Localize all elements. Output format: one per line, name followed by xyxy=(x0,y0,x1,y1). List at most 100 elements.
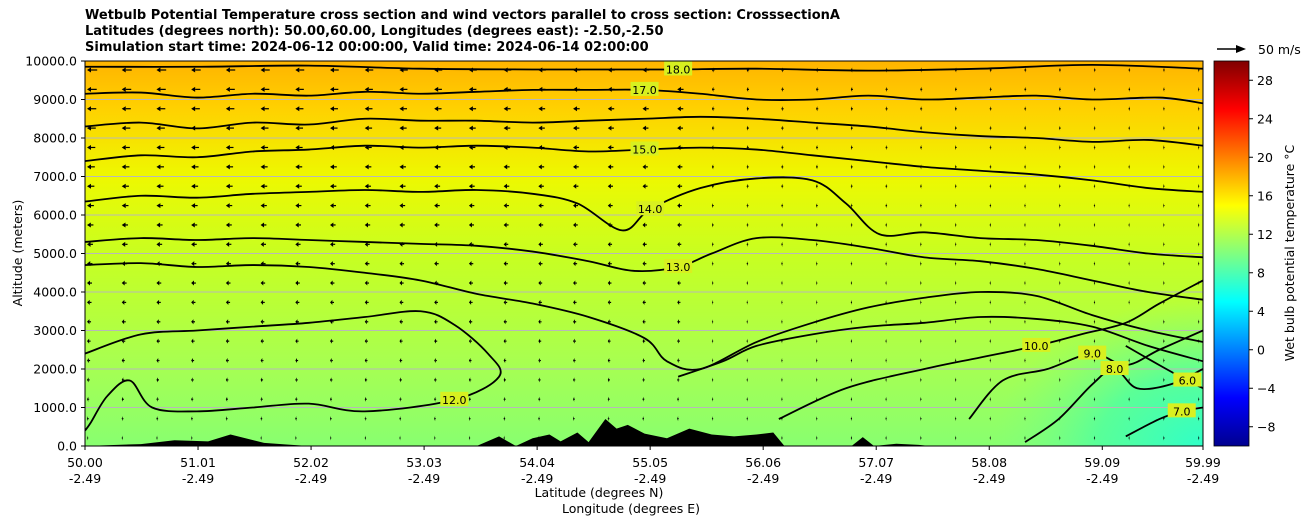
wind-vector-arrow xyxy=(121,67,126,73)
wind-vector-arrow xyxy=(746,416,748,422)
wind-vector-arrow xyxy=(989,106,991,112)
wind-vector-arrow xyxy=(468,106,473,112)
wind-vector-arrow xyxy=(573,358,575,364)
contour-label: 13.0 xyxy=(666,261,691,274)
wind-vector-arrow xyxy=(989,299,991,305)
wind-vector-arrow xyxy=(781,144,783,150)
wind-vector-arrow xyxy=(885,435,887,441)
wind-vector-arrow xyxy=(87,358,89,364)
wind-vector-arrow xyxy=(468,416,470,422)
wind-vector-arrow xyxy=(989,144,991,150)
wind-vector-arrow xyxy=(1093,416,1095,422)
wind-vector-arrow xyxy=(816,377,817,383)
wind-vector-arrow xyxy=(1128,416,1130,422)
contour-label-bg xyxy=(636,201,665,216)
wind-vector-arrow xyxy=(538,280,541,286)
wind-vector-arrow xyxy=(816,222,818,228)
wind-vector-arrow xyxy=(781,280,783,286)
wind-vector-arrow xyxy=(1163,241,1165,247)
wind-vector-arrow xyxy=(1128,377,1130,383)
wind-vector-arrow xyxy=(954,261,956,267)
wind-vector-arrow xyxy=(1163,261,1165,267)
wind-vector-arrow xyxy=(295,106,300,112)
colorbar-gradient xyxy=(1213,60,1250,447)
wind-vector-arrow xyxy=(781,299,783,305)
wind-vector-arrow xyxy=(538,358,540,364)
wind-vector-arrow xyxy=(711,338,713,344)
wind-vector-arrow xyxy=(850,416,852,422)
wind-vector-arrow xyxy=(1198,396,1199,402)
wind-vector-arrow xyxy=(642,125,647,131)
wind-vector-arrow xyxy=(503,164,508,170)
y-tick-label: 7000.0 xyxy=(33,169,77,184)
wind-vector-arrow xyxy=(954,377,956,383)
wind-vector-arrow xyxy=(573,125,577,131)
wind-vector-arrow xyxy=(295,183,300,189)
wind-vector-arrow xyxy=(538,338,541,344)
wind-vector-arrow xyxy=(295,358,298,364)
chart-title-line-1: Wetbulb Potential Temperature cross sect… xyxy=(85,8,840,23)
wind-vector-arrow xyxy=(1093,435,1095,441)
wind-vector-arrow xyxy=(711,299,713,305)
wind-vector-arrow xyxy=(1059,164,1060,170)
wind-vector-arrow xyxy=(295,67,300,73)
colorbar-tick-label: 16 xyxy=(1257,188,1273,203)
wind-vector-arrow xyxy=(295,222,299,228)
wind-vector-arrow xyxy=(989,86,991,92)
x-tick-label-longitude: -2.49 xyxy=(182,471,214,486)
wind-vector-arrow xyxy=(1163,144,1165,150)
wind-vector-arrow xyxy=(225,86,230,92)
wind-vector-arrow xyxy=(677,106,681,112)
wind-vector-arrow xyxy=(1128,67,1130,73)
wind-vector-arrow xyxy=(1128,125,1130,131)
wind-vector-arrow xyxy=(781,358,783,364)
wind-vector-arrow xyxy=(225,299,229,305)
x-tick-label-latitude: 57.07 xyxy=(858,455,894,470)
wind-vector-arrow xyxy=(156,377,158,383)
wind-vector-arrow xyxy=(885,241,887,247)
wind-vector-arrow xyxy=(468,280,472,286)
wind-vector-arrow xyxy=(434,183,438,189)
wind-vector-arrow xyxy=(850,106,853,112)
wind-vector-arrow xyxy=(1163,338,1165,344)
wind-vector-arrow xyxy=(503,203,507,209)
wind-vector-arrow xyxy=(434,222,438,228)
wind-vector-arrow xyxy=(156,125,161,131)
wind-vector-arrow xyxy=(573,203,577,209)
wind-vector-arrow xyxy=(850,203,852,209)
wind-vector-arrow xyxy=(920,396,921,402)
contour-label-bg xyxy=(630,141,659,156)
wind-vector-arrow xyxy=(781,261,783,267)
wind-vector-arrow xyxy=(885,377,887,383)
wind-vector-arrow xyxy=(295,377,297,383)
wind-vector-arrow xyxy=(330,106,335,112)
wind-vector-arrow xyxy=(468,396,471,402)
wind-vector-arrow xyxy=(121,396,123,402)
wind-vector-arrow xyxy=(503,106,508,112)
wind-vector-arrow xyxy=(503,183,508,189)
wind-vector-arrow xyxy=(191,416,193,422)
wind-vector-arrow xyxy=(989,241,991,247)
wind-vector-arrow xyxy=(746,106,749,112)
wind-vector-arrow xyxy=(920,261,921,267)
wind-vector-arrow xyxy=(1128,164,1130,170)
wind-vector-arrow xyxy=(156,280,160,286)
wind-vector-arrow xyxy=(156,67,161,73)
wind-vector-arrow xyxy=(156,203,161,209)
wind-vector-arrow xyxy=(607,416,609,422)
wind-vector-arrow xyxy=(399,86,404,92)
wind-vector-arrow xyxy=(989,203,991,209)
contour-line xyxy=(85,63,1203,72)
wind-vector-arrow xyxy=(1024,164,1026,170)
wind-vector-arrow xyxy=(746,203,748,209)
y-tick-label: 2000.0 xyxy=(33,362,77,377)
wind-vector-arrow xyxy=(1128,144,1130,150)
wind-vector-arrow xyxy=(399,377,401,383)
x-tick-label-latitude: 51.01 xyxy=(180,455,216,470)
wind-vector-arrow xyxy=(1024,144,1026,150)
wind-key-label: 50 m/s xyxy=(1258,42,1301,57)
wind-vector-arrow xyxy=(1198,203,1199,209)
wind-vector-arrow xyxy=(1093,377,1095,383)
wind-vector-arrow xyxy=(954,86,957,92)
wind-vector-arrow xyxy=(1163,203,1165,209)
